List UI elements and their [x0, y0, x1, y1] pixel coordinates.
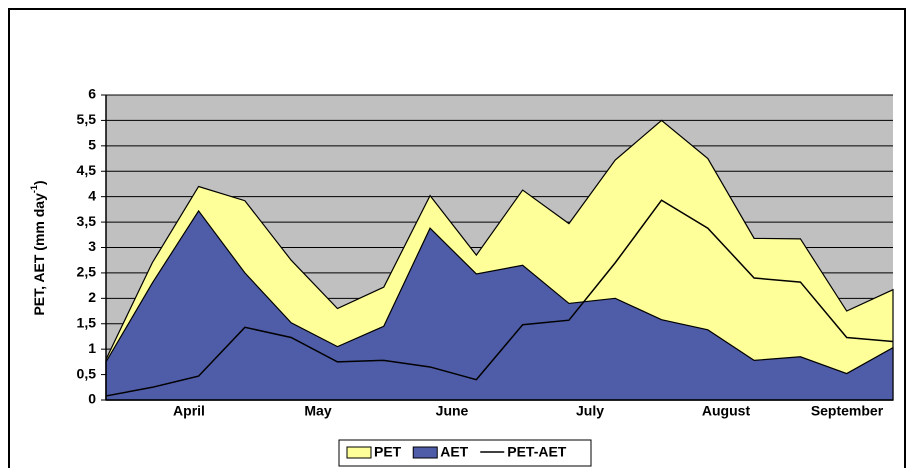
x-tick-label: May	[304, 403, 331, 419]
line	[105, 199, 894, 397]
x-tick-label: April	[173, 403, 205, 419]
x-tick-label: September	[811, 403, 884, 419]
y-tick-label: 2	[88, 289, 96, 305]
y-tick-label: 3,5	[77, 213, 97, 229]
y-tick-label: 6	[88, 86, 96, 102]
legend-label: PET-AET	[507, 444, 567, 460]
legend-label: PET	[374, 444, 402, 460]
y-tick-label: 2,5	[77, 264, 97, 280]
y-axis-label: PET, AET (mm day-1)	[29, 180, 46, 315]
legend-swatch	[346, 446, 372, 459]
x-tick-label: June	[436, 403, 469, 419]
y-tick-label: 4,5	[77, 162, 97, 178]
y-label-text: PET, AET (mm day	[31, 193, 47, 316]
legend-swatch	[412, 446, 438, 459]
x-tick-label: August	[702, 403, 751, 419]
y-label-sup: -1	[29, 185, 39, 193]
y-tick-label: 4	[88, 187, 96, 203]
y-tick-label: 0	[88, 391, 96, 407]
legend-box	[338, 439, 592, 467]
y-tick-label: 3	[88, 238, 96, 254]
y-tick-label: 0,5	[77, 365, 97, 381]
y-tick-label: 5	[88, 137, 96, 153]
area	[105, 209, 894, 401]
legend-label: AET	[440, 444, 468, 460]
y-tick-label: 5,5	[77, 111, 97, 127]
y-tick-label: 1,5	[77, 314, 97, 330]
y-tick-label: 1	[88, 340, 96, 356]
x-tick-label: July	[576, 403, 604, 419]
y-label-end: )	[31, 180, 47, 185]
